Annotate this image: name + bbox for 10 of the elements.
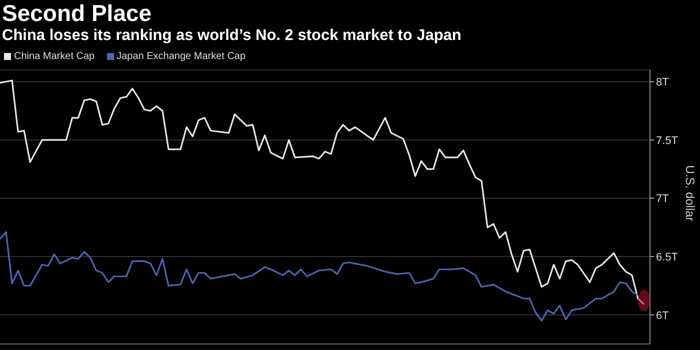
y-tick-label: 7T	[656, 193, 670, 206]
y-tick-label: 6T	[656, 310, 670, 322]
legend-label: China Market Cap	[14, 50, 95, 62]
y-tick-label: 6.5T	[656, 251, 678, 264]
chart-title: Second Place	[1, 0, 153, 26]
y-tick-label: 7.5T	[656, 134, 678, 147]
y-tick-label: 8T	[656, 76, 670, 89]
y-axis-title: U.S. dollar	[683, 165, 697, 222]
chart-subtitle: China loses its ranking as world’s No. 2 stock market to Japan	[1, 26, 462, 46]
legend-label: Japan Exchange Market Cap	[116, 50, 246, 62]
